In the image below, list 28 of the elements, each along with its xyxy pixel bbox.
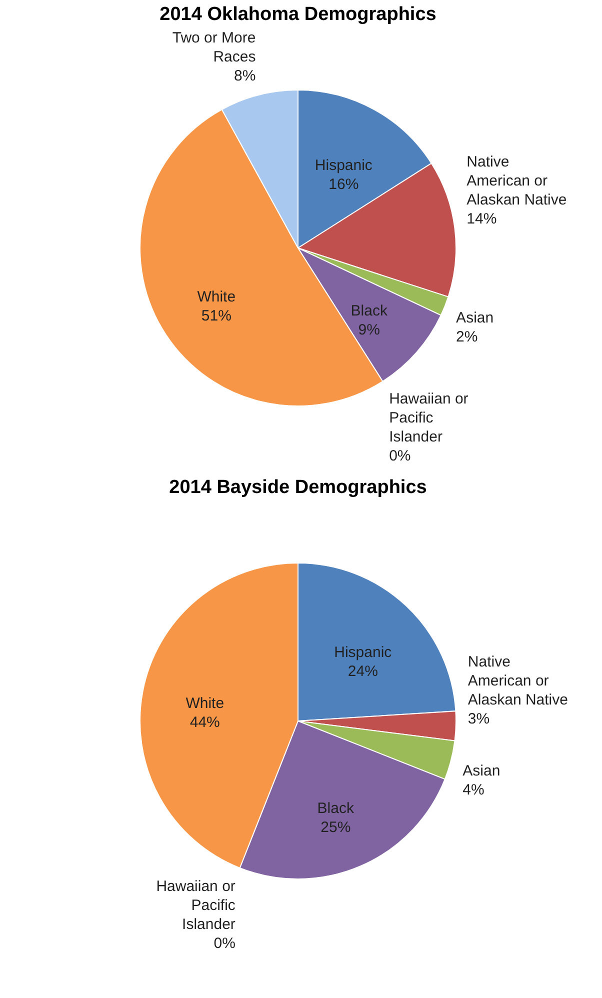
data-label: 51% bbox=[201, 307, 232, 324]
slice-label: Asian bbox=[456, 310, 494, 327]
category-label: Hawaiian or Pacific Islander bbox=[389, 390, 468, 446]
slice-label: Hispanic bbox=[314, 156, 373, 174]
slice-label: Black bbox=[317, 800, 354, 818]
slice-label: Asian bbox=[462, 762, 500, 780]
data-label: 14% bbox=[466, 210, 497, 228]
slice-label: White bbox=[197, 288, 236, 306]
text: 0% bbox=[214, 935, 236, 952]
slice-label: Hispanic bbox=[334, 644, 392, 661]
data-label: 9% bbox=[358, 322, 380, 339]
data-label: 8% bbox=[234, 67, 256, 84]
category-label: Hawaiian or Pacific Islander bbox=[156, 878, 236, 934]
slice-label: White bbox=[186, 695, 224, 712]
slice-label: Native American or Alaskan Native bbox=[466, 154, 567, 209]
slice-label: Black bbox=[350, 302, 388, 320]
chart-title: 2014 Oklahoma Demographics bbox=[160, 4, 436, 25]
data-label: 24% bbox=[348, 662, 378, 680]
data-label: 2% bbox=[456, 328, 478, 346]
chart-title: 2014 Bayside Demographics bbox=[169, 477, 427, 498]
data-label: 16% bbox=[328, 176, 359, 193]
data-label: 25% bbox=[320, 819, 351, 836]
slice-label: Two or More Races bbox=[172, 29, 256, 66]
slice-label: Native American or Alaskan Native bbox=[468, 653, 568, 708]
data-label: 4% bbox=[462, 781, 484, 798]
data-label: 3% bbox=[468, 710, 490, 728]
text: 0% bbox=[389, 448, 411, 465]
data-label: 44% bbox=[190, 714, 220, 732]
